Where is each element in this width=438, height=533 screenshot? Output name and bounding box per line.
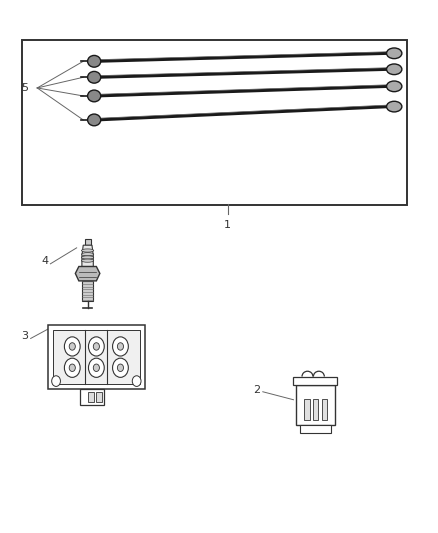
Circle shape: [132, 376, 141, 386]
Bar: [322, 400, 327, 420]
Ellipse shape: [386, 48, 402, 59]
Ellipse shape: [88, 90, 101, 102]
Bar: [313, 400, 318, 420]
Ellipse shape: [81, 259, 94, 262]
Circle shape: [69, 343, 75, 350]
Ellipse shape: [88, 55, 101, 67]
Bar: [48, 325, 145, 389]
Bar: [96, 392, 102, 402]
Bar: [300, 425, 331, 433]
Bar: [82, 281, 93, 301]
Bar: [22, 40, 407, 205]
Bar: [53, 330, 140, 384]
Circle shape: [117, 364, 124, 372]
Ellipse shape: [88, 114, 101, 126]
Ellipse shape: [81, 249, 94, 252]
Circle shape: [64, 337, 80, 356]
Bar: [304, 400, 310, 420]
Bar: [293, 376, 337, 385]
Bar: [80, 389, 104, 405]
Circle shape: [93, 364, 99, 372]
Bar: [88, 392, 94, 402]
Ellipse shape: [81, 256, 94, 259]
Polygon shape: [82, 245, 93, 266]
Circle shape: [113, 358, 128, 377]
Circle shape: [117, 343, 124, 350]
Ellipse shape: [386, 101, 402, 112]
Circle shape: [52, 376, 60, 386]
Ellipse shape: [386, 81, 402, 92]
Text: 5: 5: [21, 83, 28, 93]
Text: 3: 3: [21, 331, 28, 341]
Circle shape: [113, 337, 128, 356]
Text: 4: 4: [41, 256, 48, 266]
Bar: [296, 385, 335, 425]
Polygon shape: [75, 266, 100, 281]
Ellipse shape: [81, 253, 94, 256]
Circle shape: [69, 364, 75, 372]
Circle shape: [88, 358, 104, 377]
Text: 1: 1: [224, 220, 231, 230]
Text: 2: 2: [254, 385, 261, 395]
Bar: [85, 239, 91, 245]
Circle shape: [64, 358, 80, 377]
Circle shape: [88, 337, 104, 356]
Ellipse shape: [88, 71, 101, 83]
Circle shape: [93, 343, 99, 350]
Ellipse shape: [386, 64, 402, 75]
